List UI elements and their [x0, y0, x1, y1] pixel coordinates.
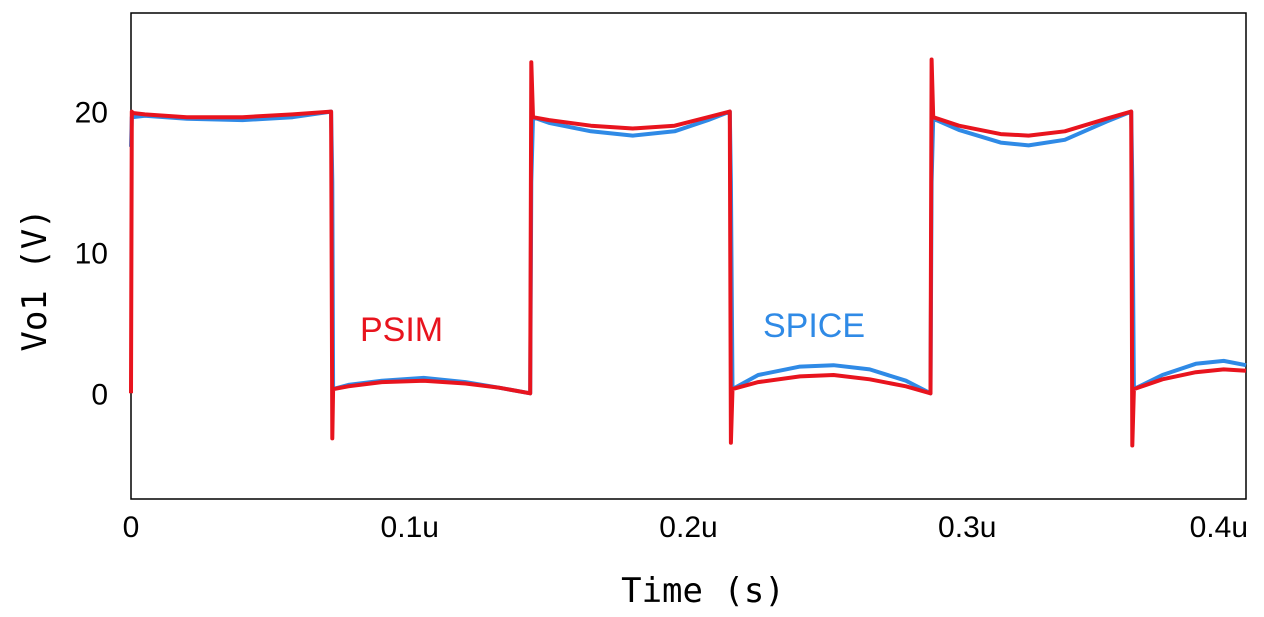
y-axis-title: Vo1 (V)	[15, 208, 55, 351]
x-tick-label: 0.3u	[938, 511, 996, 544]
x-tick-label: 0.1u	[381, 511, 439, 544]
x-tick-label: 0.4u	[1190, 511, 1248, 544]
x-axis-title: Time (s)	[621, 571, 785, 611]
y-tick-label: 10	[75, 237, 108, 270]
series-line-psim	[129, 57, 1247, 448]
y-tick-labels: 0 10 20	[75, 97, 108, 412]
series-label-psim: PSIM	[360, 311, 443, 349]
series-label-spice: SPICE	[763, 307, 865, 345]
y-tick-label: 20	[75, 97, 108, 130]
x-tick-label: 0	[123, 511, 140, 544]
x-tick-labels: 0 0.1u 0.2u 0.3u 0.4u	[123, 511, 1248, 544]
x-tick-label: 0.2u	[659, 511, 717, 544]
plot-frame	[130, 12, 1247, 500]
y-tick-label: 0	[91, 378, 108, 411]
series-lines	[129, 57, 1247, 448]
